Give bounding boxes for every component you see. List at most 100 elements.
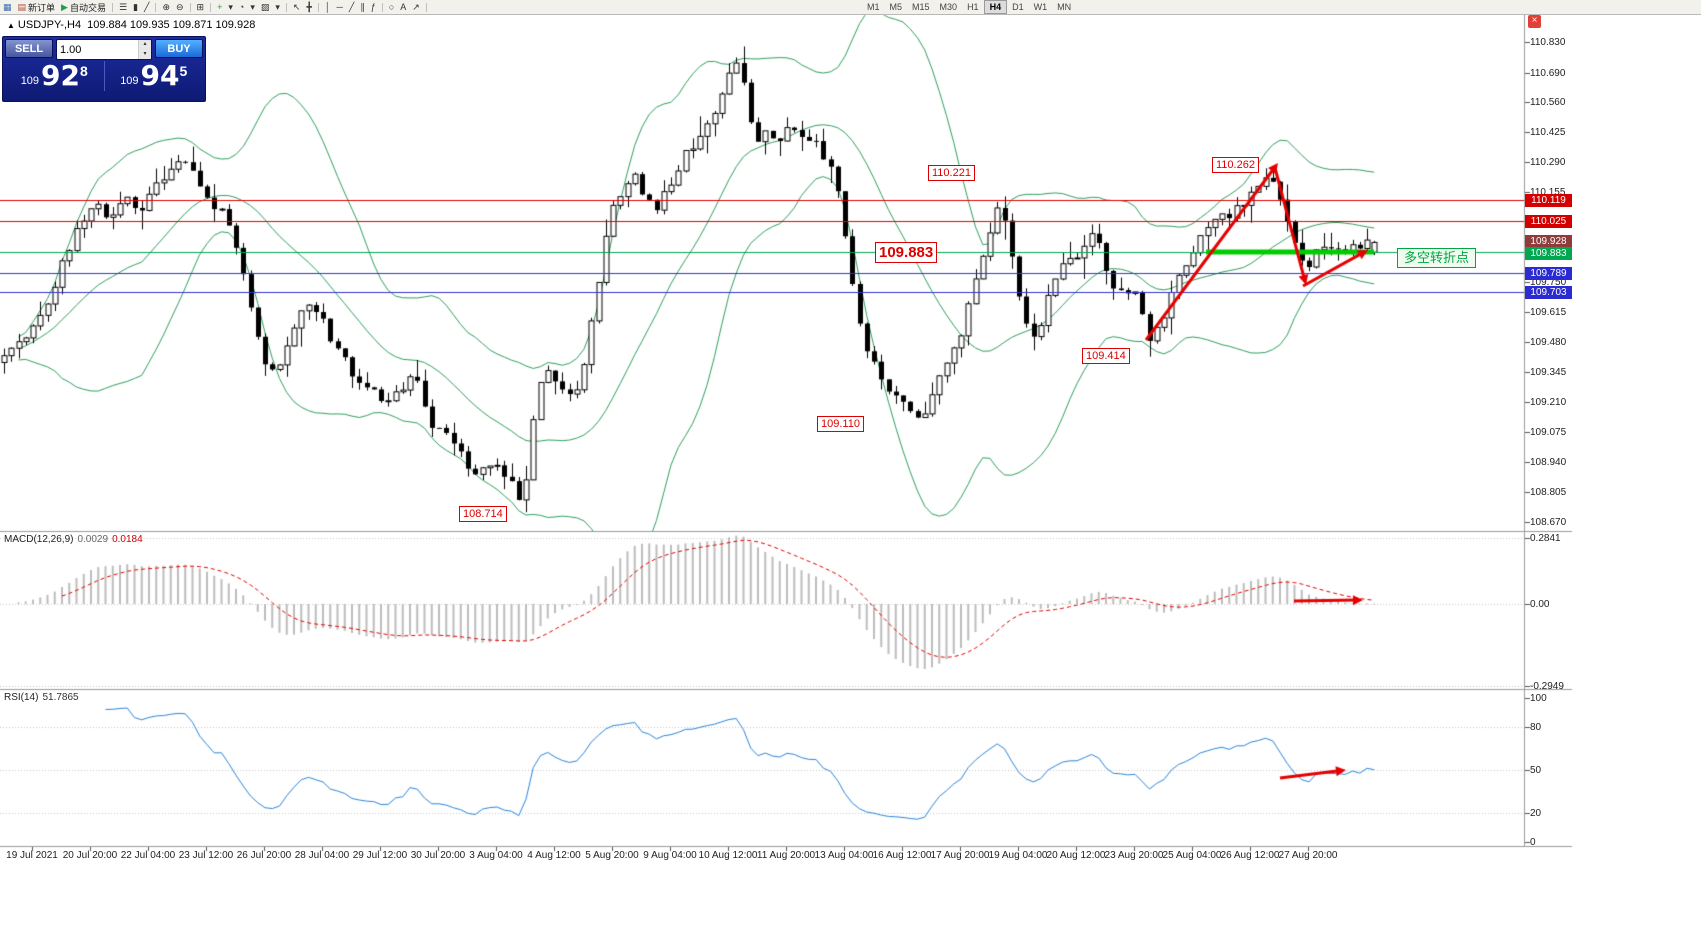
toolbar-separator <box>189 2 191 12</box>
periods-icon: ◔ <box>238 1 245 12</box>
price-tick: 110.560 <box>1530 97 1566 108</box>
price-tick: 109.345 <box>1530 367 1567 378</box>
candlestick-chart-icon: ▮ <box>133 1 139 12</box>
templates-dropdown-button[interactable]: ▾ <box>272 1 283 14</box>
chart-ohlc: 109.884 109.935 109.871 109.928 <box>87 19 256 31</box>
zoom-out-icon: ⊖ <box>175 1 184 12</box>
price-tick: 110.690 <box>1530 68 1566 79</box>
arrow-tool-button[interactable]: ↗ <box>409 1 423 14</box>
tile-windows-icon: ⊞ <box>196 1 205 12</box>
timeframe-M30[interactable]: M30 <box>939 1 958 12</box>
time-label: 26 Jul 20:00 <box>236 850 292 861</box>
fibonacci-button[interactable]: ƒ <box>368 1 379 14</box>
line-chart-button[interactable]: ╱ <box>141 1 152 14</box>
time-label: 10 Aug 12:00 <box>698 850 758 861</box>
rsi-tick: 50 <box>1530 765 1542 776</box>
main-toolbar: M1 M5 M15 M30 H1 H4 D1 W1 MN ▦ ▤ 新订单 ▶ 自动交易 ☰ ▮ ╱ ⊕ ⊖ ⊞ + ▾ ◔… <box>0 0 1701 15</box>
candlestick-chart-button[interactable]: ▮ <box>130 1 141 14</box>
horizontal-line-icon: ─ <box>336 1 343 12</box>
sell-button[interactable]: SELL <box>5 39 53 58</box>
indicators-dropdown-button[interactable]: ▾ <box>225 1 236 14</box>
rsi-tick: 0 <box>1530 837 1536 848</box>
time-label: 17 Aug 20:00 <box>930 850 990 861</box>
trendline-button[interactable]: ╱ <box>346 1 357 14</box>
rsi-value: 51.7865 <box>42 692 79 703</box>
volume-down-button[interactable]: ▾ <box>139 49 151 59</box>
shapes-icon: ○ <box>388 1 395 12</box>
timeframe-H1[interactable]: H1 <box>967 1 979 12</box>
rsi-tick: 80 <box>1530 722 1542 733</box>
timeframe-group: M1 M5 M15 M30 H1 H4 D1 W1 MN <box>862 0 1076 14</box>
time-label: 27 Aug 20:00 <box>1278 850 1338 861</box>
channel-button[interactable]: ∥ <box>357 1 368 14</box>
time-label: 11 Aug 20:00 <box>756 850 816 861</box>
close-button[interactable]: × <box>1528 15 1541 28</box>
zoom-in-button[interactable]: ⊕ <box>159 1 173 14</box>
horizontal-line-button[interactable]: ─ <box>333 1 345 14</box>
ask-pipette: 5 <box>179 63 188 79</box>
templates-button[interactable]: ▨ <box>258 1 273 14</box>
timeframe-M5[interactable]: M5 <box>889 1 903 12</box>
price-tick: 110.155 <box>1530 187 1566 198</box>
rsi-label: RSI(14) 51.7865 <box>4 692 79 703</box>
volume-input[interactable] <box>57 40 138 59</box>
time-label: 5 Aug 20:00 <box>585 850 639 861</box>
price-badge: 110.025 <box>1525 215 1572 228</box>
price-callout-label: 110.221 <box>928 165 975 181</box>
time-label: 3 Aug 04:00 <box>469 850 523 861</box>
vertical-line-icon: │ <box>324 1 331 12</box>
toolbar-separator <box>155 2 157 12</box>
new-order-button-label: 新订单 <box>28 2 56 13</box>
price-tick: 110.290 <box>1530 157 1566 168</box>
crosshair-button[interactable]: ╋ <box>303 1 314 14</box>
periods-button[interactable]: ◔ <box>236 1 247 14</box>
price-callout-label: 110.262 <box>1212 157 1259 173</box>
vertical-line-button[interactable]: │ <box>322 1 334 14</box>
timeframe-W1[interactable]: W1 <box>1033 1 1048 12</box>
macd-tick: -0.2949 <box>1530 681 1564 692</box>
indicators-icon: + <box>217 1 223 12</box>
cursor-button[interactable]: ↖ <box>290 1 304 14</box>
timeframe-H4[interactable]: H4 <box>983 0 1008 14</box>
macd-main-value: 0.0029 <box>77 534 109 545</box>
new-order-button[interactable]: ▤ 新订单 <box>15 1 59 14</box>
shapes-button[interactable]: ○ <box>386 1 397 14</box>
bar-chart-button[interactable]: ☰ <box>116 1 130 14</box>
up-arrow-icon: ▲ <box>7 21 15 30</box>
time-label: 23 Aug 20:00 <box>1104 850 1164 861</box>
fibonacci-icon: ƒ <box>370 1 376 12</box>
timeframe-M15[interactable]: M15 <box>912 1 930 12</box>
periods-dropdown-button[interactable]: ▾ <box>247 1 258 14</box>
timeframe-M1[interactable]: M1 <box>867 1 880 12</box>
quote-divider <box>103 61 105 91</box>
text-button[interactable]: A <box>397 1 409 14</box>
rsi-tick: 100 <box>1530 693 1547 704</box>
bar-chart-icon: ☰ <box>118 1 128 12</box>
price-tick: 108.670 <box>1530 517 1567 528</box>
charts-grid-button[interactable]: ▦ <box>0 1 15 14</box>
timeframe-MN[interactable]: MN <box>1057 1 1072 12</box>
volume-up-button[interactable]: ▴ <box>139 40 151 50</box>
ask-big-digits: 94 <box>140 59 180 92</box>
periods-dropdown-icon: ▾ <box>250 1 255 12</box>
price-callout-label: 109.110 <box>817 416 864 432</box>
time-label: 4 Aug 12:00 <box>527 850 581 861</box>
tile-windows-button[interactable]: ⊞ <box>194 1 208 14</box>
price-tick: 110.425 <box>1530 127 1566 138</box>
buy-button[interactable]: BUY <box>155 39 203 58</box>
toolbar-separator <box>381 2 383 12</box>
new-order-button-icon: ▤ <box>17 1 27 12</box>
toolbar-separator <box>285 2 287 12</box>
price-tick: 109.210 <box>1530 397 1567 408</box>
zoom-out-button[interactable]: ⊖ <box>173 1 187 14</box>
crosshair-icon: ╋ <box>306 1 312 12</box>
indicators-button[interactable]: + <box>214 1 225 14</box>
toolbar-separator <box>317 2 319 12</box>
timeframe-D1[interactable]: D1 <box>1012 1 1024 12</box>
auto-trading-button[interactable]: ▶ 自动交易 <box>58 1 109 14</box>
price-tick: 109.615 <box>1530 307 1567 318</box>
cursor-icon: ↖ <box>292 1 301 12</box>
